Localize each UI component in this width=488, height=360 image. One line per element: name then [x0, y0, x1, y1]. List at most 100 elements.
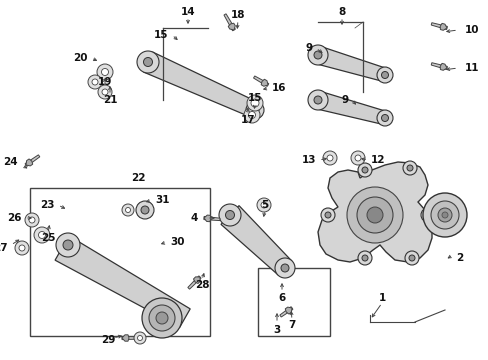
Circle shape — [245, 101, 264, 119]
Circle shape — [437, 208, 451, 222]
Circle shape — [134, 332, 146, 344]
Circle shape — [39, 231, 45, 238]
Polygon shape — [253, 76, 268, 86]
Circle shape — [420, 208, 434, 222]
Text: 9: 9 — [305, 43, 312, 53]
Circle shape — [98, 85, 112, 99]
Circle shape — [320, 208, 334, 222]
Circle shape — [357, 163, 371, 177]
Circle shape — [307, 90, 327, 110]
Circle shape — [274, 258, 294, 278]
Circle shape — [88, 75, 102, 89]
Circle shape — [313, 96, 321, 104]
Text: 23: 23 — [41, 200, 55, 210]
Text: 26: 26 — [7, 213, 22, 223]
Polygon shape — [439, 63, 446, 70]
Circle shape — [219, 204, 241, 226]
Text: 4: 4 — [190, 213, 198, 223]
Circle shape — [149, 305, 175, 331]
Circle shape — [422, 193, 466, 237]
Circle shape — [356, 197, 392, 233]
Circle shape — [15, 241, 29, 255]
Polygon shape — [224, 14, 235, 31]
Text: 18: 18 — [230, 10, 245, 20]
Circle shape — [326, 155, 332, 161]
Text: 21: 21 — [102, 95, 117, 105]
Circle shape — [102, 68, 108, 76]
Text: 3: 3 — [273, 325, 280, 335]
Circle shape — [381, 114, 387, 122]
Text: 6: 6 — [278, 293, 285, 303]
Circle shape — [366, 207, 382, 223]
Text: 20: 20 — [73, 53, 88, 63]
Text: 9: 9 — [341, 95, 348, 105]
Polygon shape — [25, 155, 40, 166]
Bar — [258, 268, 329, 336]
Polygon shape — [55, 236, 190, 327]
Circle shape — [19, 245, 25, 251]
Polygon shape — [143, 52, 258, 117]
Circle shape — [408, 255, 414, 261]
Circle shape — [350, 151, 364, 165]
Polygon shape — [26, 159, 33, 166]
Circle shape — [402, 161, 416, 175]
Circle shape — [244, 107, 260, 123]
Text: 10: 10 — [464, 25, 479, 35]
Text: 13: 13 — [301, 155, 315, 165]
Text: 31: 31 — [155, 195, 169, 205]
Circle shape — [325, 212, 330, 218]
Circle shape — [361, 167, 367, 173]
Circle shape — [441, 212, 447, 218]
Circle shape — [376, 67, 392, 83]
Text: 7: 7 — [288, 320, 295, 330]
Text: 14: 14 — [181, 7, 195, 17]
Circle shape — [246, 95, 263, 111]
Circle shape — [313, 51, 321, 59]
Polygon shape — [193, 277, 200, 284]
Polygon shape — [430, 23, 447, 30]
Polygon shape — [261, 79, 267, 86]
Circle shape — [34, 227, 50, 243]
Polygon shape — [317, 162, 431, 262]
Circle shape — [424, 212, 430, 218]
Circle shape — [156, 312, 168, 324]
Circle shape — [354, 155, 360, 161]
Polygon shape — [315, 91, 386, 125]
Polygon shape — [122, 336, 136, 339]
Polygon shape — [221, 206, 291, 275]
Polygon shape — [228, 23, 235, 30]
Circle shape — [137, 336, 142, 341]
Circle shape — [122, 204, 134, 216]
Circle shape — [376, 110, 392, 126]
Polygon shape — [187, 276, 201, 289]
Circle shape — [381, 72, 387, 78]
Circle shape — [404, 251, 418, 265]
Circle shape — [29, 217, 35, 223]
Circle shape — [142, 298, 182, 338]
Circle shape — [307, 45, 327, 65]
Polygon shape — [430, 63, 447, 69]
Text: 2: 2 — [455, 253, 462, 263]
Text: 19: 19 — [98, 77, 112, 87]
Text: 12: 12 — [370, 155, 385, 165]
Circle shape — [92, 79, 98, 85]
Circle shape — [250, 99, 259, 107]
Text: 27: 27 — [0, 243, 8, 253]
Circle shape — [261, 202, 266, 208]
Polygon shape — [315, 46, 386, 81]
Circle shape — [257, 198, 270, 212]
Circle shape — [143, 58, 152, 67]
Circle shape — [137, 51, 159, 73]
Circle shape — [102, 89, 108, 95]
Text: 28: 28 — [194, 280, 209, 290]
Circle shape — [63, 240, 73, 250]
Circle shape — [281, 264, 288, 272]
Text: 30: 30 — [170, 237, 184, 247]
Polygon shape — [122, 335, 129, 341]
Circle shape — [357, 251, 371, 265]
Text: 5: 5 — [261, 200, 268, 210]
Bar — [30, 188, 209, 336]
Polygon shape — [285, 307, 291, 314]
Circle shape — [323, 151, 336, 165]
Circle shape — [56, 233, 80, 257]
